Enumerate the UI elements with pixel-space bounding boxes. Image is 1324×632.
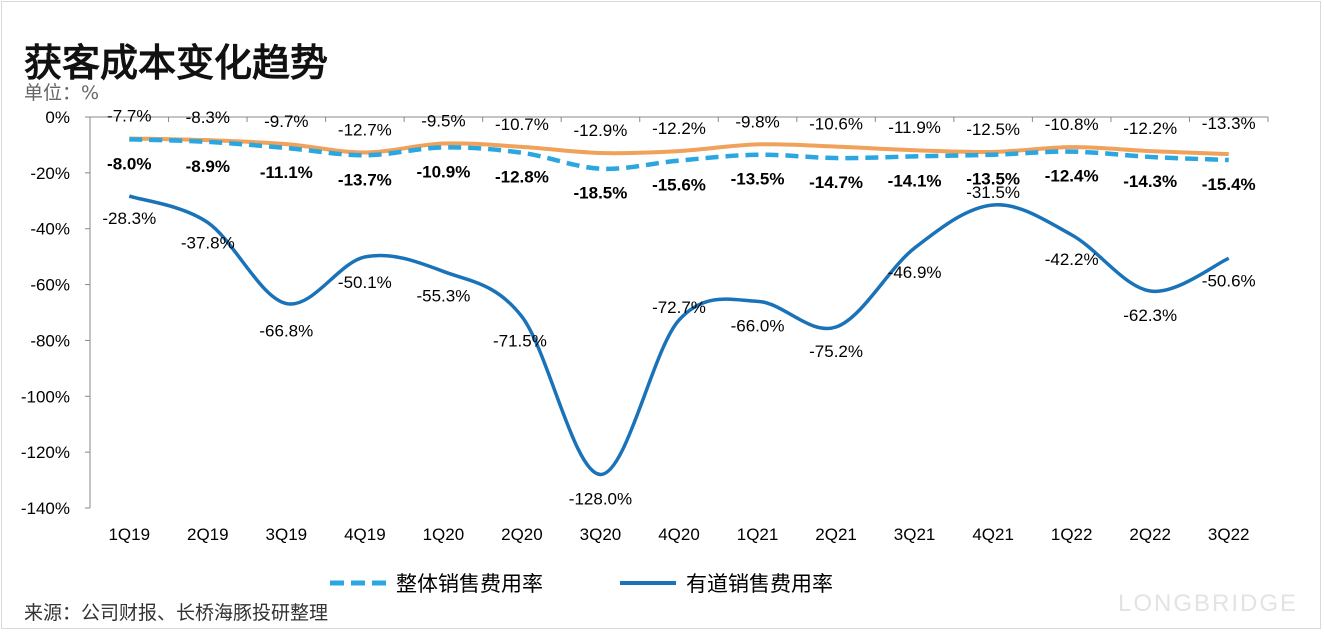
x-tick-label: 3Q21 <box>894 525 936 544</box>
legend-label-overall: 整体销售费用率 <box>396 572 543 596</box>
x-tick-label: 2Q22 <box>1129 525 1171 544</box>
data-label-orange: -8.3% <box>186 108 230 127</box>
y-tick-label: -80% <box>30 331 70 350</box>
data-label-overall: -14.1% <box>888 171 942 190</box>
legend-label-youdao: 有道销售费用率 <box>686 572 833 596</box>
y-tick-label: -100% <box>21 387 70 406</box>
data-label-overall: -13.5% <box>731 170 785 189</box>
data-label-orange: -9.8% <box>735 112 779 131</box>
data-label-youdao: -42.2% <box>1045 250 1099 269</box>
series-line-orange <box>129 136 1229 157</box>
data-label-youdao: -71.5% <box>493 332 547 351</box>
x-tick-label: 1Q21 <box>737 525 779 544</box>
data-label-orange: -9.5% <box>421 112 465 131</box>
legend-swatch-solid <box>620 581 676 585</box>
y-tick-label: 0% <box>45 108 70 127</box>
data-label-overall: -12.8% <box>495 168 549 187</box>
data-label-youdao: -72.7% <box>652 298 706 317</box>
x-tick-label: 2Q20 <box>501 525 543 544</box>
y-tick-label: -60% <box>30 276 70 295</box>
data-label-orange: -10.8% <box>1045 115 1099 134</box>
data-label-orange: -12.9% <box>574 121 628 140</box>
data-label-overall: -13.7% <box>338 170 392 189</box>
data-label-overall: -14.3% <box>1123 172 1177 191</box>
data-label-youdao: -46.9% <box>888 263 942 282</box>
data-label-youdao: -128.0% <box>569 489 632 508</box>
data-label-youdao: -50.1% <box>338 273 392 292</box>
legend-item-youdao: 有道销售费用率 <box>620 568 833 598</box>
series-line-overall <box>129 137 1229 172</box>
data-label-youdao: -50.6% <box>1202 271 1256 290</box>
x-tick-label: 2Q21 <box>815 525 857 544</box>
data-label-overall: -13.5% <box>966 170 1020 189</box>
data-label-youdao: -37.8% <box>181 234 235 253</box>
data-label-youdao: -28.3% <box>102 209 156 228</box>
y-tick-label: -20% <box>30 164 70 183</box>
data-label-youdao: -62.3% <box>1123 306 1177 325</box>
data-label-orange: -12.2% <box>652 119 706 138</box>
data-label-overall: -15.6% <box>652 176 706 195</box>
data-label-orange: -10.7% <box>495 115 549 134</box>
data-label-overall: -10.9% <box>416 162 470 181</box>
data-label-orange: -13.3% <box>1202 114 1256 133</box>
x-tick-label: 3Q22 <box>1208 525 1250 544</box>
data-label-youdao: -75.2% <box>809 342 863 361</box>
legend-swatch-dashed <box>330 580 386 586</box>
data-label-orange: -12.2% <box>1123 119 1177 138</box>
y-tick-label: -120% <box>21 443 70 462</box>
x-tick-label: 4Q21 <box>972 525 1014 544</box>
data-label-orange: -12.5% <box>966 120 1020 139</box>
series-line-youdao <box>128 194 1230 477</box>
chart-title: 获客成本变化趋势 <box>24 41 329 85</box>
x-tick-label: 3Q20 <box>580 525 622 544</box>
x-tick-label: 1Q19 <box>108 525 150 544</box>
x-tick-label: 1Q20 <box>423 525 465 544</box>
data-label-overall: -12.4% <box>1045 167 1099 186</box>
data-label-youdao: -66.8% <box>259 322 313 341</box>
source-note: 来源：公司财报、长桥海豚投研整理 <box>24 602 329 624</box>
data-label-orange: -12.7% <box>338 120 392 139</box>
x-tick-label: 2Q19 <box>187 525 229 544</box>
data-label-youdao: -55.3% <box>416 286 470 305</box>
data-label-orange: -11.9% <box>888 118 941 137</box>
x-tick-label: 4Q19 <box>344 525 386 544</box>
data-label-youdao: -31.5% <box>966 183 1020 202</box>
unit-label: 单位：% <box>24 82 100 104</box>
x-tick-label: 3Q19 <box>266 525 308 544</box>
x-tick-label: 1Q22 <box>1051 525 1093 544</box>
brand-watermark: LONGBRIDGE <box>1118 590 1299 617</box>
data-label-overall: -8.9% <box>186 157 230 176</box>
legend-item-overall: 整体销售费用率 <box>330 568 543 598</box>
y-tick-label: -140% <box>21 499 70 518</box>
data-label-orange: -10.6% <box>809 115 863 134</box>
y-tick-label: -40% <box>30 220 70 239</box>
data-label-overall: -14.7% <box>809 173 863 192</box>
data-label-orange: -9.7% <box>264 112 308 131</box>
data-label-youdao: -66.0% <box>731 316 785 335</box>
data-label-overall: -15.4% <box>1202 175 1256 194</box>
data-label-overall: -8.0% <box>107 154 151 173</box>
x-tick-label: 4Q20 <box>658 525 700 544</box>
data-label-orange: -7.7% <box>107 107 151 126</box>
data-label-overall: -11.1% <box>260 163 313 182</box>
data-label-overall: -18.5% <box>574 184 628 203</box>
